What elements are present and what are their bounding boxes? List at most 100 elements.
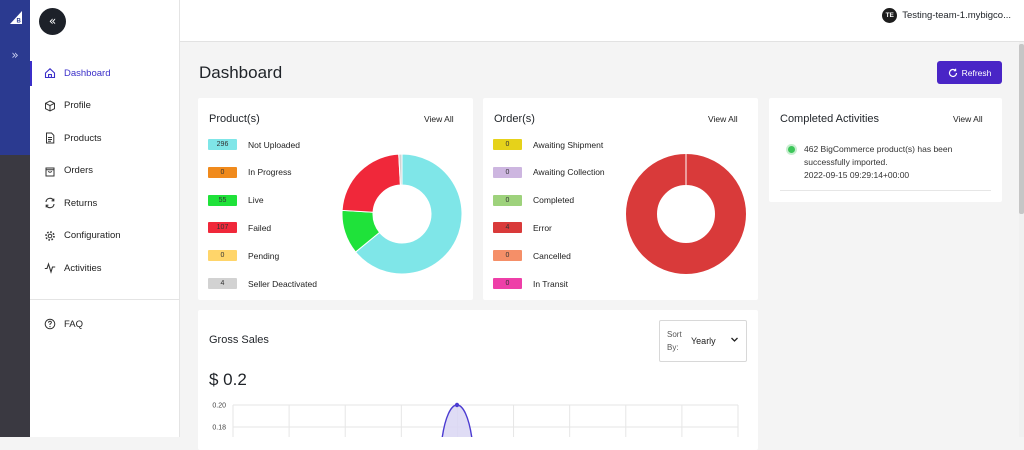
sidebar-item-profile[interactable]: Profile (30, 90, 179, 123)
page-title: Dashboard (199, 63, 283, 82)
chevron-down-icon (731, 337, 738, 342)
legend-label: Not Uploaded (248, 139, 300, 150)
legend-row: 296 Not Uploaded (208, 139, 300, 150)
sort-by-label: Sort By: (667, 330, 682, 352)
activities-card-title: Completed Activities (780, 113, 880, 125)
legend-label: Completed (533, 195, 575, 206)
avatar: TE (882, 8, 898, 23)
question-icon (44, 318, 56, 330)
page-scrollbar[interactable] (1019, 42, 1024, 437)
sort-by-value: Yearly (691, 336, 716, 346)
products-view-all-link[interactable]: View All (424, 114, 454, 124)
count-badge: 4 (493, 222, 522, 234)
count-badge: 55 (208, 194, 237, 206)
top-bar: TE Testing-team-1.mybigco... (180, 0, 1024, 42)
orders-card-title: Order(s) (494, 113, 535, 125)
legend-row: 4 Seller Deactivated (208, 278, 317, 289)
legend-row: 107 Failed (208, 222, 272, 234)
legend-row: 0 Awaiting Collection (493, 166, 605, 178)
app-strip: B » (0, 0, 30, 437)
count-badge: 0 (493, 250, 522, 262)
bag-icon (45, 167, 55, 177)
products-donut-chart (341, 153, 463, 275)
legend-label: Seller Deactivated (248, 278, 317, 289)
sidebar-item-label: Products (64, 132, 102, 144)
legend-row: 55 Live (208, 194, 264, 206)
legend-label: Awaiting Collection (533, 167, 605, 178)
orders-card: Order(s) View All 0 Awaiting Shipment 0 Awa… (483, 98, 758, 300)
sidebar-divider (30, 299, 179, 300)
page-scrollbar-thumb[interactable] (1019, 44, 1024, 214)
donut-slice-seller-deactivated (398, 153, 403, 186)
activity-timestamp: 2022-09-15 09:29:14+00:00 (804, 170, 910, 180)
sidebar-faq-section: FAQ (30, 308, 179, 341)
legend-label: Pending (248, 250, 280, 261)
sales-data-point[interactable] (454, 402, 460, 408)
legend-label: Failed (248, 222, 272, 233)
account-menu[interactable]: TE Testing-team-1.mybigco... (882, 8, 1011, 23)
sidebar-item-label: Orders (64, 165, 94, 177)
refresh-button[interactable]: Refresh (937, 61, 1002, 84)
sidebar-item-configuration[interactable]: Configuration (30, 220, 179, 253)
gross-sales-chart: 0.20 0.18 (212, 402, 739, 437)
count-badge: 296 (208, 139, 237, 150)
count-badge: 0 (493, 166, 522, 178)
count-badge: 107 (208, 222, 237, 234)
legend-row: 0 Completed (493, 194, 575, 206)
legend-label: Cancelled (533, 250, 571, 261)
app-strip-brand-area (0, 0, 30, 155)
legend-label: In Progress (248, 167, 292, 178)
sidebar-nav: Dashboard Profile Products Orders Return… (30, 57, 179, 285)
legend-row: 4 Error (493, 222, 552, 234)
sales-area (441, 404, 473, 437)
bigcommerce-logo-icon[interactable]: B (7, 9, 23, 25)
home-icon (44, 68, 56, 79)
sidebar-item-dashboard[interactable]: Dashboard (30, 57, 179, 90)
count-badge: 0 (493, 139, 522, 150)
activity-divider (780, 190, 991, 191)
collapse-sidebar-button[interactable]: « (39, 8, 66, 35)
account-name: Testing-team-1.mybigco... (902, 10, 1011, 21)
expand-menu-icon[interactable]: » (11, 48, 19, 62)
activity-text: 462 BigCommerce product(s) has been succ… (804, 144, 953, 167)
refresh-label: Refresh (961, 67, 992, 78)
legend-label: In Transit (533, 278, 568, 289)
gross-sales-title: Gross Sales (209, 334, 269, 346)
sidebar-item-label: Activities (64, 262, 102, 274)
completed-activities-card: Completed Activities View All 462 BigCom… (769, 98, 1002, 202)
count-badge: 0 (208, 250, 237, 262)
cube-icon (45, 100, 55, 112)
gross-sales-value: $ 0.2 (209, 370, 247, 389)
legend-row: 0 In Transit (493, 278, 568, 289)
sidebar-item-orders[interactable]: Orders (30, 155, 179, 188)
orders-donut-chart (626, 154, 746, 274)
sidebar-item-activities[interactable]: Activities (30, 252, 179, 285)
document-icon (46, 132, 55, 144)
sidebar-item-label: Dashboard (64, 67, 111, 79)
legend-label: Error (533, 222, 552, 233)
return-arrows-icon (45, 198, 55, 209)
products-card-title: Product(s) (209, 113, 260, 125)
legend-label: Awaiting Shipment (533, 139, 604, 150)
sidebar-item-label: FAQ (64, 318, 84, 330)
count-badge: 0 (208, 166, 237, 178)
sidebar-item-products[interactable]: Products (30, 122, 179, 155)
count-badge: 0 (493, 278, 522, 289)
donut-slice-not-uploaded (354, 153, 463, 275)
count-badge: 4 (208, 278, 237, 289)
sidebar-item-faq[interactable]: FAQ (30, 308, 179, 341)
sidebar-item-label: Returns (64, 197, 98, 209)
orders-view-all-link[interactable]: View All (708, 114, 738, 124)
activities-view-all-link[interactable]: View All (953, 114, 983, 124)
sort-by-select[interactable]: Sort By: Yearly (659, 320, 747, 362)
legend-label: Live (248, 195, 264, 206)
gear-icon (45, 230, 55, 241)
success-status-icon (788, 146, 795, 153)
legend-row: 0 In Progress (208, 166, 292, 178)
count-badge: 0 (493, 194, 522, 206)
products-card: Product(s) View All 296 Not Uploaded 0 In P… (198, 98, 473, 300)
sidebar-item-returns[interactable]: Returns (30, 187, 179, 220)
legend-row: 0 Pending (208, 250, 280, 262)
sidebar: « Dashboard Profile Products Orders Retu… (30, 0, 180, 437)
svg-text:B: B (17, 19, 22, 25)
